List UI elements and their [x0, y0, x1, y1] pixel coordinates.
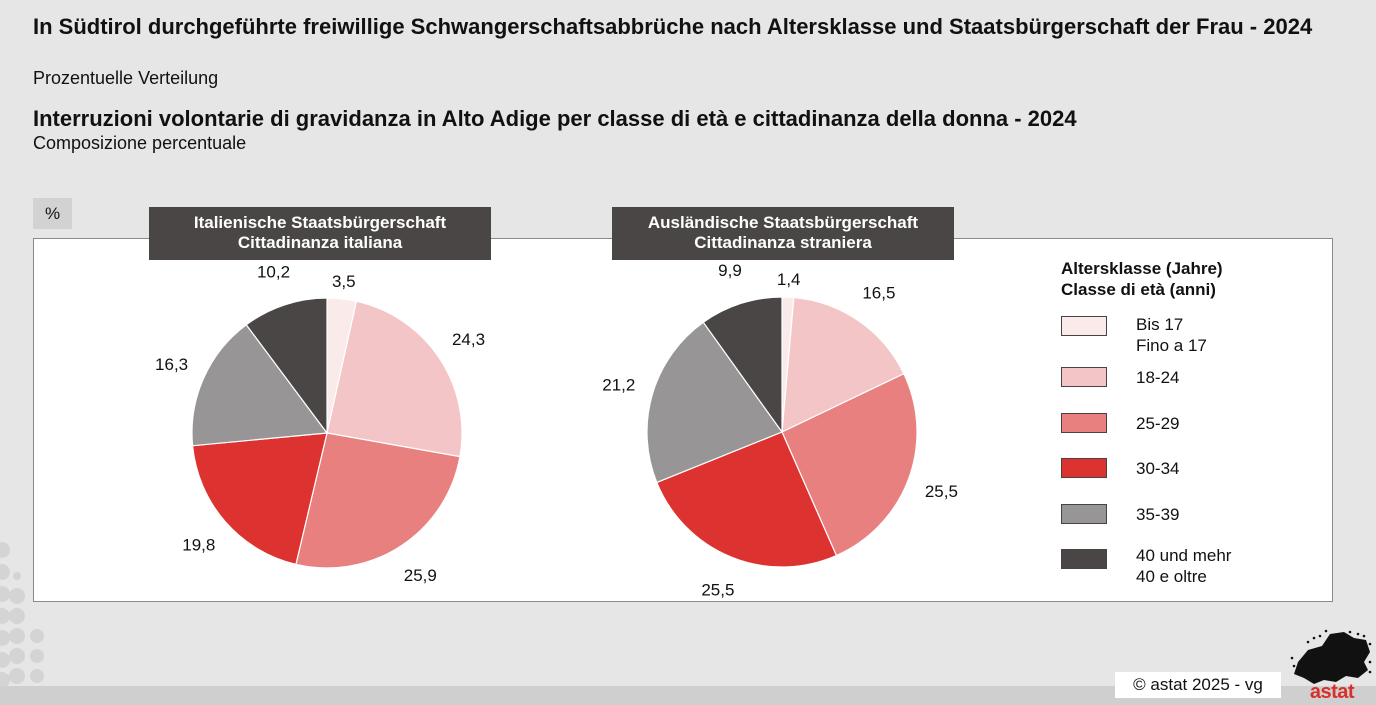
pie-value-label: 16,5: [862, 283, 895, 302]
legend-label-it: 40 e oltre: [1136, 567, 1207, 586]
pie-header-foreign: Ausländische Staatsbürgerschaft Cittadin…: [612, 207, 954, 260]
pie-slice: [191, 323, 329, 447]
legend-swatch: [1061, 504, 1107, 524]
pie-value-label: 24,3: [452, 330, 485, 349]
pie-slice: [245, 297, 328, 435]
pie-value-label: 19,8: [182, 536, 215, 555]
pie-value-label: 10,2: [257, 263, 290, 282]
pie-slice: [781, 296, 905, 433]
unit-label: %: [33, 198, 72, 229]
chart-subtitle-de: Prozentuelle Verteilung: [33, 68, 219, 88]
legend-label-de: Bis 17: [1136, 315, 1184, 334]
astat-logo-text: astat: [1309, 681, 1355, 703]
pie-slice: [702, 296, 783, 434]
pie-slice: [656, 431, 838, 568]
legend-label: 40 und mehr 40 e oltre: [1136, 545, 1231, 587]
legend-label: Bis 17 Fino a 17: [1136, 314, 1207, 356]
legend-swatch: [1061, 413, 1107, 433]
pie-slice: [326, 300, 463, 458]
pie-value-label: 25,9: [404, 566, 437, 585]
chart-title-de: In Südtirol durchgeführte freiwillige Sc…: [33, 14, 1313, 39]
footer-bar: [0, 686, 1376, 705]
legend-label-it: Fino a 17: [1136, 336, 1207, 355]
pie-value-label: 16,3: [155, 355, 188, 374]
pie-slice: [781, 372, 918, 557]
legend-label: 25-29: [1136, 414, 1180, 433]
legend-label: 18-24: [1136, 368, 1180, 387]
pie-slice: [646, 321, 783, 484]
pie-header-foreign-it: Cittadinanza straniera: [694, 233, 872, 252]
chart-title-it: Interruzioni volontarie di gravidanza in…: [33, 106, 1077, 131]
pie-header-italian-de: Italienische Staatsbürgerschaft: [193, 213, 447, 232]
legend-title: Altersklasse (Jahre) Classe di età (anni…: [1061, 258, 1223, 300]
legend-label-de: 40 und mehr: [1136, 546, 1232, 565]
astat-logo-icon: [1290, 629, 1372, 684]
pie-slice: [191, 432, 328, 566]
pie-header-italian-it: Cittadinanza italiana: [237, 233, 403, 252]
decorative-dots: [0, 542, 44, 688]
legend-swatch: [1061, 367, 1107, 387]
legend-swatch: [1061, 316, 1107, 336]
copyright-text: © astat 2025 - vg: [1115, 672, 1281, 698]
legend-label: 30-34: [1136, 459, 1180, 478]
legend-title-de: Altersklasse (Jahre): [1061, 259, 1223, 278]
pie-value-label: 3,5: [332, 272, 356, 291]
chart-subtitle-it: Composizione percentuale: [33, 133, 247, 153]
pie-header-italian: Italienische Staatsbürgerschaft Cittadin…: [149, 207, 491, 260]
pie-value-label: 21,2: [602, 376, 635, 395]
pie-value-label: 9,9: [718, 261, 742, 280]
legend-swatch: [1061, 549, 1107, 569]
pie-value-label: 25,5: [701, 581, 734, 600]
legend-label: 35-39: [1136, 505, 1180, 524]
pie-value-label: 25,5: [925, 482, 958, 501]
legend-title-it: Classe di età (anni): [1061, 280, 1216, 299]
pie-header-foreign-de: Ausländische Staatsbürgerschaft: [647, 213, 919, 232]
pie-value-label: 1,4: [777, 270, 801, 289]
legend-swatch: [1061, 458, 1107, 478]
pie-slice: [295, 432, 461, 569]
